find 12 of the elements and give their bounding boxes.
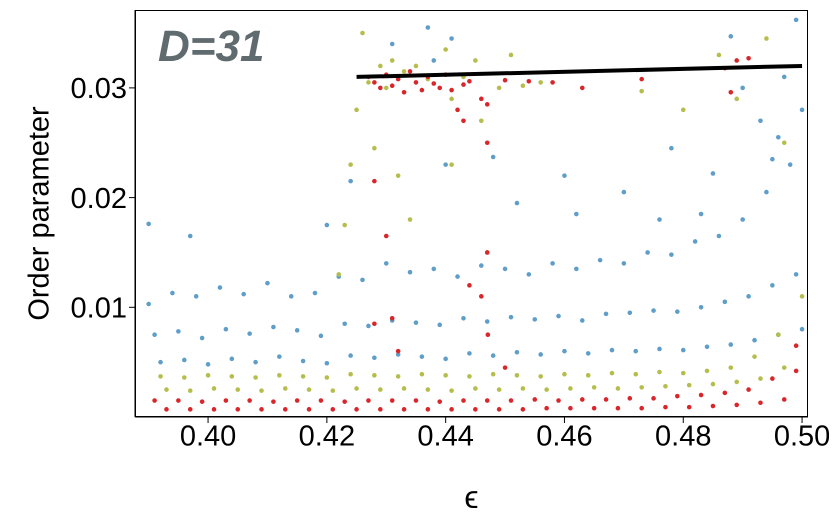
- y-tick-label: 0.01: [70, 292, 127, 325]
- x-tick-label: 0.44: [417, 420, 474, 453]
- x-tick-label: 0.48: [655, 420, 712, 453]
- x-tick-label: 0.42: [298, 420, 356, 453]
- x-axis-title: ϵ: [464, 479, 479, 515]
- x-tick-label: 0.46: [536, 420, 593, 453]
- y-tick-label: 0.03: [70, 73, 127, 106]
- x-tick-label: 0.40: [180, 420, 236, 453]
- y-axis-title: Order parameter: [23, 106, 56, 321]
- y-tick-label: 0.02: [70, 182, 127, 215]
- x-tick-label: 0.50: [774, 420, 830, 453]
- annotation: D=31: [158, 22, 264, 72]
